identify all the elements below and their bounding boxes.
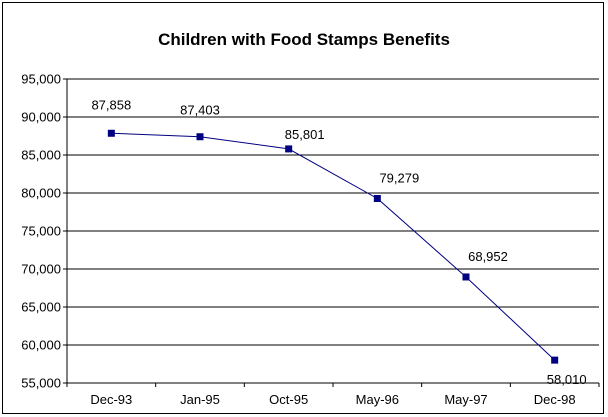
y-tick-label: 80,000 bbox=[21, 186, 61, 201]
data-point bbox=[196, 133, 204, 141]
x-tick-label: Jan-95 bbox=[180, 392, 220, 407]
y-tick-label: 75,000 bbox=[21, 224, 61, 239]
data-label: 68,952 bbox=[468, 249, 508, 264]
y-tick-label: 95,000 bbox=[21, 72, 61, 87]
data-point bbox=[373, 194, 381, 202]
gridlines bbox=[67, 78, 599, 384]
y-tick-label: 85,000 bbox=[21, 148, 61, 163]
series-group bbox=[107, 129, 559, 364]
series-line bbox=[111, 132, 556, 361]
x-axis: Dec-93 Jan-95 Oct-95 May-96 May-97 Dec-98 bbox=[66, 383, 600, 407]
y-tick-label: 70,000 bbox=[21, 262, 61, 277]
data-label: 79,279 bbox=[379, 170, 419, 185]
data-point bbox=[551, 356, 559, 364]
y-tick-label: 55,000 bbox=[21, 376, 61, 391]
data-label: 87,403 bbox=[180, 103, 220, 118]
y-tick-label: 60,000 bbox=[21, 338, 61, 353]
y-axis: 55,000 60,000 65,000 70,000 75,000 80,000 85,0… bbox=[21, 72, 67, 391]
data-label: 85,801 bbox=[285, 127, 325, 142]
data-point bbox=[285, 145, 293, 153]
x-tick-label: Dec-93 bbox=[90, 392, 132, 407]
y-tick-label: 90,000 bbox=[21, 110, 61, 125]
data-label: 87,858 bbox=[91, 97, 131, 112]
data-label: 58,010 bbox=[547, 372, 587, 387]
x-tick-label: Oct-95 bbox=[269, 392, 308, 407]
data-labels: 87,858 87,403 85,801 79,279 68,952 58,010 bbox=[91, 97, 586, 387]
chart-title: Children with Food Stamps Benefits bbox=[158, 30, 450, 49]
data-point bbox=[462, 273, 470, 281]
y-tick-label: 65,000 bbox=[21, 300, 61, 315]
x-tick-label: May-97 bbox=[444, 392, 487, 407]
data-point bbox=[107, 129, 115, 137]
x-tick-label: May-96 bbox=[356, 392, 399, 407]
x-tick-label: Dec-98 bbox=[534, 392, 576, 407]
